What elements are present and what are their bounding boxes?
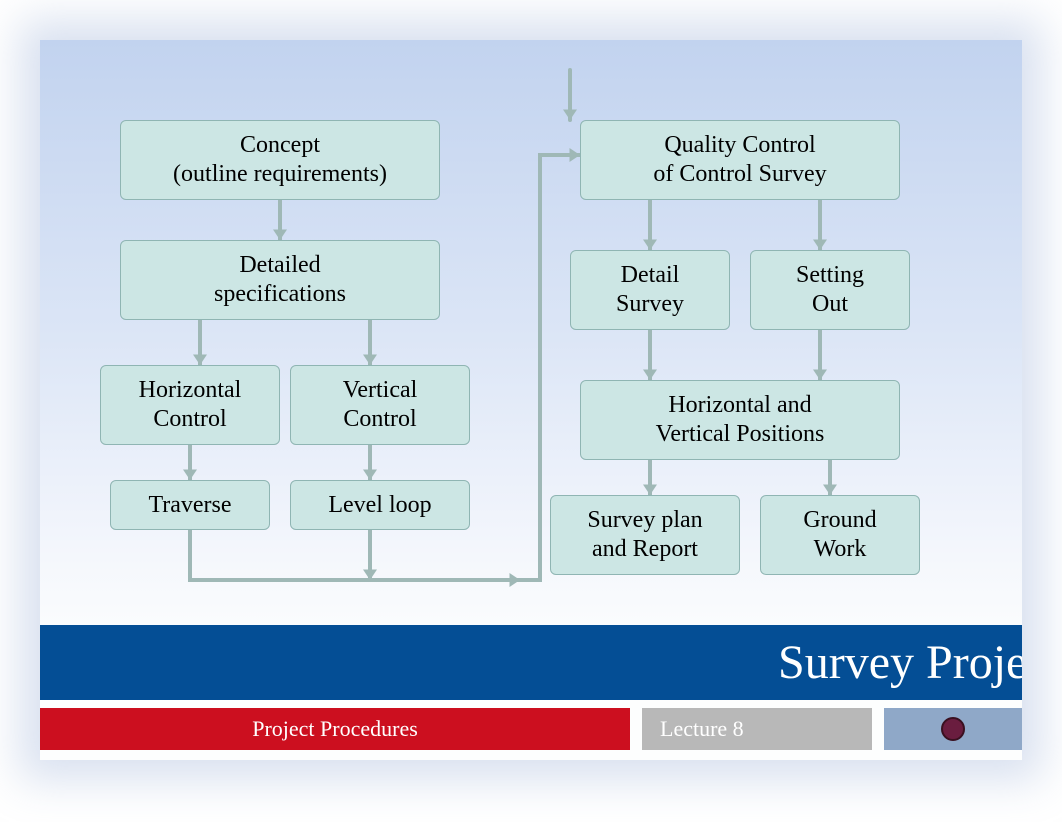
footer: Project Procedures Lecture 8 bbox=[40, 708, 1022, 750]
footer-gap-2 bbox=[872, 708, 884, 750]
footer-topic: Project Procedures bbox=[40, 708, 630, 750]
slide-title: Survey Project bbox=[778, 635, 1022, 690]
node-detailed: Detailedspecifications bbox=[120, 240, 440, 320]
node-setting: SettingOut bbox=[750, 250, 910, 330]
node-vcontrol: VerticalControl bbox=[290, 365, 470, 445]
node-plan: Survey planand Report bbox=[550, 495, 740, 575]
slide: Concept(outline requirements) Detailedspe… bbox=[40, 40, 1022, 760]
title-bar: Survey Project bbox=[40, 625, 1022, 700]
edge-traverse-merge bbox=[190, 530, 520, 580]
footer-topic-label: Project Procedures bbox=[252, 716, 418, 742]
footer-lecture: Lecture 8 bbox=[642, 708, 872, 750]
node-hcontrol: HorizontalControl bbox=[100, 365, 280, 445]
footer-lecture-label: Lecture 8 bbox=[660, 716, 744, 742]
node-traverse: Traverse bbox=[110, 480, 270, 530]
node-detail: DetailSurvey bbox=[570, 250, 730, 330]
footer-logo bbox=[884, 708, 1022, 750]
logo-icon bbox=[941, 717, 965, 741]
footer-gap bbox=[630, 708, 642, 750]
node-levelloop: Level loop bbox=[290, 480, 470, 530]
node-concept: Concept(outline requirements) bbox=[120, 120, 440, 200]
node-ground: GroundWork bbox=[760, 495, 920, 575]
node-hvpos: Horizontal andVertical Positions bbox=[580, 380, 900, 460]
node-qc: Quality Controlof Control Survey bbox=[580, 120, 900, 200]
